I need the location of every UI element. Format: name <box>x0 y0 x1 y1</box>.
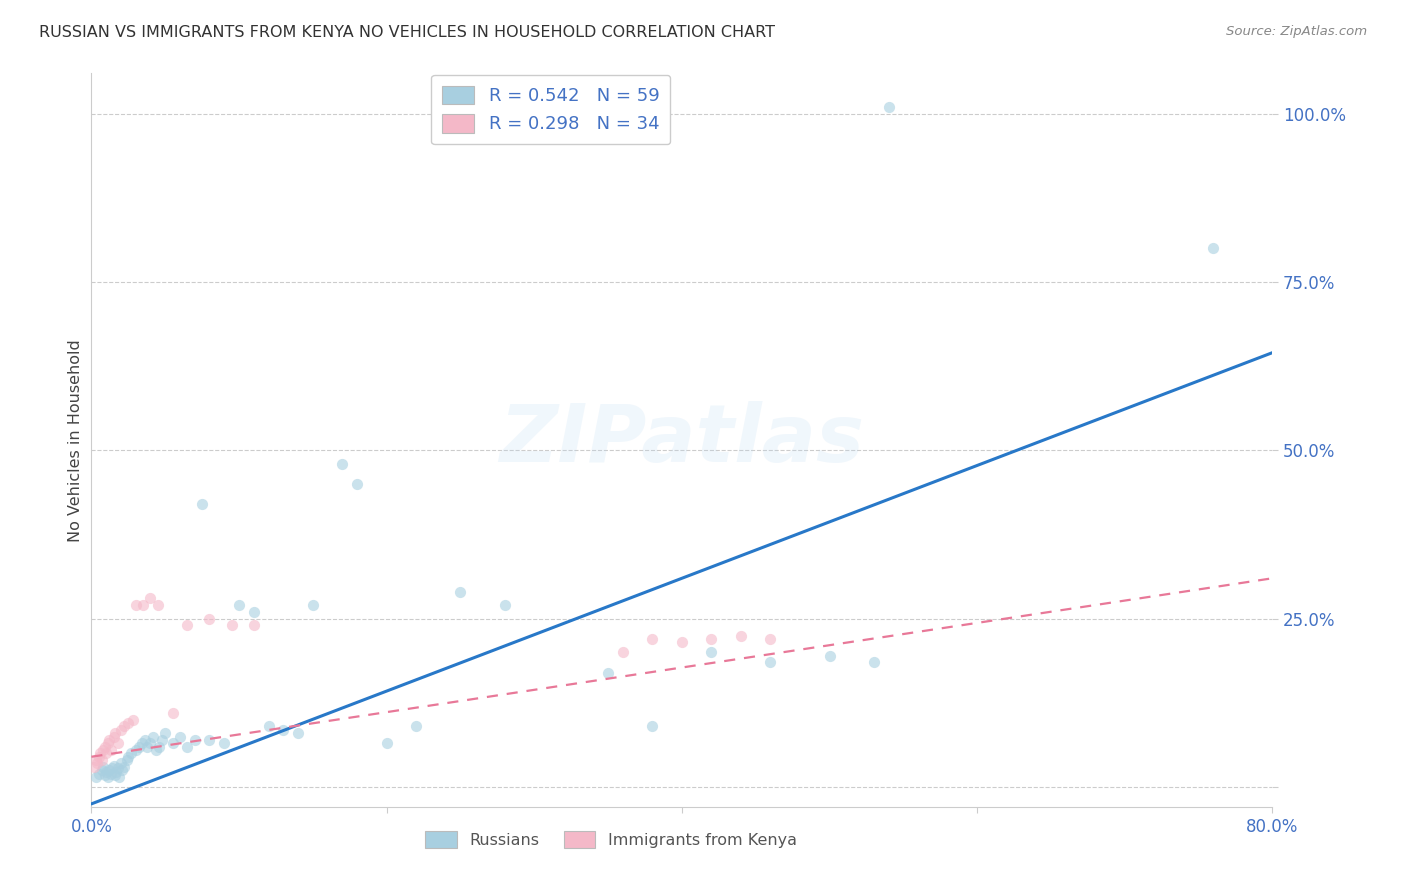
Point <box>100 743 122 757</box>
Point <box>198 612 221 626</box>
Point <box>150 732 173 747</box>
Point <box>139 736 162 750</box>
Point <box>112 719 135 733</box>
Point <box>139 591 162 606</box>
Point <box>98 732 121 747</box>
Point <box>136 739 159 754</box>
Point <box>641 632 664 646</box>
Point <box>153 726 177 740</box>
Point <box>97 770 120 784</box>
Point <box>700 632 723 646</box>
Point <box>450 584 472 599</box>
Point <box>103 758 125 772</box>
Point <box>346 477 368 491</box>
Point <box>759 656 782 670</box>
Text: Source: ZipAtlas.com: Source: ZipAtlas.com <box>1226 25 1367 38</box>
Point <box>332 457 354 471</box>
Point <box>641 719 664 733</box>
Point <box>90 753 112 767</box>
Point <box>107 761 129 775</box>
Point <box>124 598 148 612</box>
Point <box>148 739 170 754</box>
Point <box>405 719 427 733</box>
Point <box>243 605 266 619</box>
Point <box>101 761 124 775</box>
Point <box>862 656 886 670</box>
Point <box>759 632 782 646</box>
Point <box>134 732 156 747</box>
Point <box>96 765 118 780</box>
Point <box>112 760 135 774</box>
Point <box>162 736 184 750</box>
Point <box>104 726 127 740</box>
Point <box>730 628 752 642</box>
Point <box>93 739 115 754</box>
Point <box>86 756 108 771</box>
Point <box>612 645 634 659</box>
Point <box>183 732 207 747</box>
Text: ZIPatlas: ZIPatlas <box>499 401 865 479</box>
Point <box>84 770 107 784</box>
Point <box>198 732 221 747</box>
Text: RUSSIAN VS IMMIGRANTS FROM KENYA NO VEHICLES IN HOUSEHOLD CORRELATION CHART: RUSSIAN VS IMMIGRANTS FROM KENYA NO VEHI… <box>39 25 775 40</box>
Point <box>117 716 139 731</box>
Point <box>89 747 111 761</box>
Point <box>87 766 110 780</box>
Point <box>108 770 131 784</box>
Point <box>1202 241 1225 255</box>
Point <box>87 749 110 764</box>
Point <box>671 635 693 649</box>
Point <box>121 713 143 727</box>
Point <box>301 598 323 612</box>
Point <box>700 645 723 659</box>
Point <box>124 743 148 757</box>
Point <box>93 768 115 782</box>
Point <box>162 706 184 720</box>
Point <box>257 719 280 733</box>
Point <box>120 747 142 761</box>
Point <box>214 736 236 750</box>
Point <box>596 665 619 680</box>
Point <box>84 753 107 767</box>
Point <box>243 618 266 632</box>
Point <box>91 743 114 757</box>
Point <box>97 736 120 750</box>
Point <box>111 763 134 777</box>
Point <box>169 730 191 744</box>
Point <box>110 723 132 737</box>
Point <box>228 598 250 612</box>
Point <box>105 765 128 780</box>
Point <box>83 760 105 774</box>
Point <box>191 497 214 511</box>
Point <box>494 598 516 612</box>
Point <box>818 648 841 663</box>
Point <box>91 760 114 774</box>
Point <box>375 736 398 750</box>
Point <box>132 598 155 612</box>
Point <box>90 763 112 777</box>
Point <box>145 743 167 757</box>
Y-axis label: No Vehicles in Household: No Vehicles in Household <box>67 339 83 541</box>
Point <box>98 763 121 777</box>
Legend: Russians, Immigrants from Kenya: Russians, Immigrants from Kenya <box>419 825 804 855</box>
Point <box>221 618 243 632</box>
Point <box>128 739 150 754</box>
Point <box>877 100 900 114</box>
Point <box>176 618 198 632</box>
Point <box>131 736 153 750</box>
Point <box>176 739 198 754</box>
Point <box>142 730 165 744</box>
Point <box>107 736 129 750</box>
Point <box>96 747 118 761</box>
Point <box>110 756 132 771</box>
Point <box>287 726 309 740</box>
Point <box>104 768 127 782</box>
Point <box>117 749 139 764</box>
Point <box>100 766 122 780</box>
Point <box>273 723 295 737</box>
Point <box>115 753 138 767</box>
Point <box>103 730 125 744</box>
Point <box>146 598 169 612</box>
